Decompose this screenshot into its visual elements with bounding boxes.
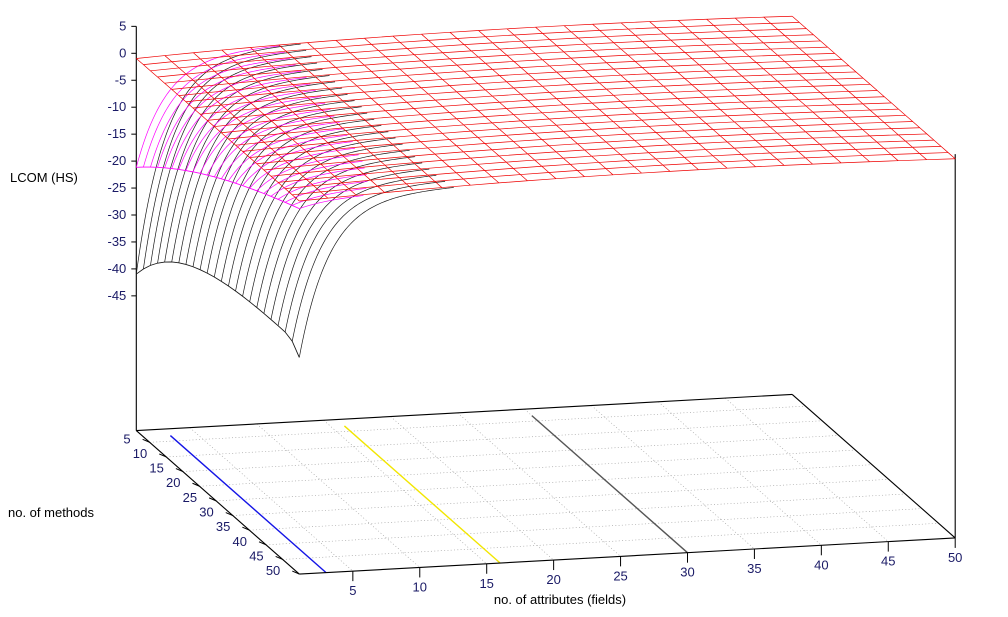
svg-text:25: 25	[183, 490, 197, 505]
svg-text:45: 45	[249, 548, 263, 563]
svg-text:45: 45	[881, 554, 895, 569]
svg-text:30: 30	[199, 505, 213, 520]
svg-text:-20: -20	[108, 153, 127, 168]
svg-text:LCOM (HS): LCOM (HS)	[10, 170, 78, 185]
svg-text:15: 15	[149, 461, 163, 476]
svg-text:no. of attributes (fields): no. of attributes (fields)	[494, 592, 626, 607]
svg-text:10: 10	[413, 579, 427, 594]
svg-text:40: 40	[233, 534, 247, 549]
svg-text:5: 5	[119, 18, 126, 33]
svg-text:0: 0	[119, 45, 126, 60]
svg-text:40: 40	[814, 557, 828, 572]
svg-text:5: 5	[123, 431, 130, 446]
svg-text:-5: -5	[115, 72, 127, 87]
svg-text:30: 30	[680, 565, 694, 580]
svg-text:35: 35	[747, 561, 761, 576]
svg-text:35: 35	[216, 519, 230, 534]
svg-text:50: 50	[948, 550, 962, 565]
svg-text:20: 20	[546, 572, 560, 587]
svg-text:50: 50	[266, 563, 280, 578]
svg-text:-30: -30	[108, 207, 127, 222]
svg-text:-10: -10	[108, 99, 127, 114]
svg-text:10: 10	[133, 446, 147, 461]
svg-text:-45: -45	[108, 288, 127, 303]
svg-text:-15: -15	[108, 126, 127, 141]
svg-text:-25: -25	[108, 180, 127, 195]
svg-text:25: 25	[613, 568, 627, 583]
svg-text:no. of methods: no. of methods	[8, 505, 94, 520]
svg-text:5: 5	[349, 583, 356, 598]
svg-text:20: 20	[166, 475, 180, 490]
svg-text:-40: -40	[108, 261, 127, 276]
svg-text:15: 15	[479, 576, 493, 591]
svg-text:-35: -35	[108, 234, 127, 249]
